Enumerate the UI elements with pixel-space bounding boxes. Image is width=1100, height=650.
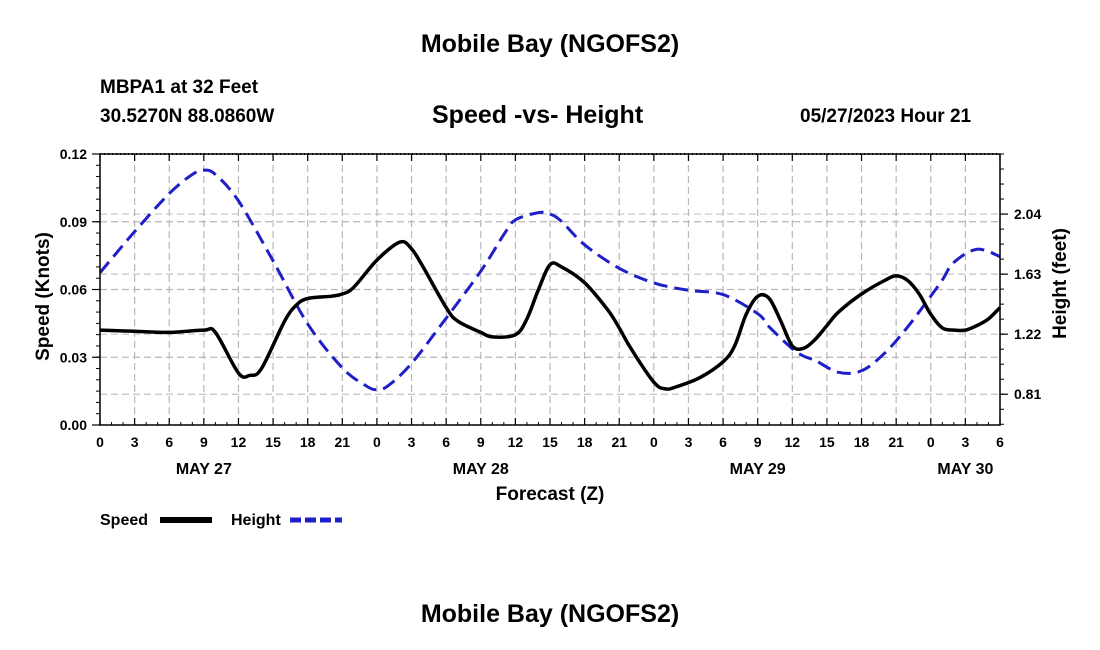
x-tick-label: 0	[650, 434, 658, 450]
chart-subtitle: Speed -vs- Height	[432, 101, 644, 129]
y-left-tick-label: 0.12	[60, 146, 87, 162]
x-tick-label: 15	[542, 434, 558, 450]
y-left-tick-label: 0.09	[60, 214, 87, 230]
footer-title: Mobile Bay (NGOFS2)	[420, 600, 680, 628]
x-tick-label: 15	[819, 434, 835, 450]
x-axis-label: Forecast (Z)	[496, 484, 605, 505]
x-tick-label: 12	[785, 434, 801, 450]
x-tick-label: 21	[335, 434, 351, 450]
axis-ticks: 0 3 6 9 12 15 18 21 0 3 6 9 12 15 18 21 0 3 6 9 12 15 18 21 0 3 6M…	[60, 146, 1042, 478]
x-tick-label: 12	[508, 434, 524, 450]
legend-speed-label: Speed	[100, 512, 148, 529]
x-tick-label: 18	[577, 434, 593, 450]
speed-series-line	[99, 239, 1002, 391]
x-tick-label: 3	[131, 434, 139, 450]
station-label: MBPA1 at 32 Feet	[100, 77, 259, 98]
date-label: MAY 30	[937, 461, 993, 478]
y-left-tick-label: 0.03	[60, 349, 87, 365]
y-right-tick-label: 2.04	[1014, 206, 1041, 222]
x-tick-label: 18	[300, 434, 316, 450]
date-label: MAY 27	[176, 461, 232, 478]
x-tick-label: 9	[477, 434, 485, 450]
y-right-tick-label: 1.22	[1014, 326, 1041, 342]
forecast-datetime: 05/27/2023 Hour 21	[800, 106, 972, 127]
x-tick-label: 6	[165, 434, 173, 450]
x-tick-label: 9	[200, 434, 208, 450]
x-tick-label: 21	[611, 434, 627, 450]
x-tick-label: 3	[961, 434, 969, 450]
x-tick-label: 21	[888, 434, 904, 450]
x-tick-label: 15	[265, 434, 281, 450]
grid	[100, 153, 1000, 425]
x-tick-label: 6	[442, 434, 450, 450]
height-series-line	[98, 168, 1001, 392]
x-tick-label: 3	[685, 434, 693, 450]
coordinates-label: 30.5270N 88.0860W	[100, 106, 275, 127]
x-tick-label: 6	[996, 434, 1004, 450]
x-tick-label: 3	[408, 434, 416, 450]
legend-height-label: Height	[231, 512, 281, 529]
chart-title: Mobile Bay (NGOFS2)	[420, 30, 680, 58]
x-tick-label: 12	[231, 434, 247, 450]
y-axis-left-label: Speed (Knots)	[33, 232, 54, 361]
date-label: MAY 29	[730, 461, 786, 478]
x-tick-label: 18	[854, 434, 870, 450]
y-right-tick-label: 1.63	[1014, 266, 1041, 282]
y-left-tick-label: 0.00	[60, 417, 87, 433]
date-label: MAY 28	[453, 461, 509, 478]
x-tick-label: 0	[927, 434, 935, 450]
y-axis-right-label: Height (feet)	[1050, 228, 1071, 339]
y-left-tick-label: 0.06	[60, 282, 87, 298]
series-lines	[98, 168, 1002, 392]
legend: Speed Height	[100, 512, 342, 529]
x-tick-label: 0	[96, 434, 104, 450]
y-right-tick-label: 0.81	[1014, 386, 1041, 402]
x-tick-label: 9	[754, 434, 762, 450]
x-tick-label: 0	[373, 434, 381, 450]
x-tick-label: 6	[719, 434, 727, 450]
